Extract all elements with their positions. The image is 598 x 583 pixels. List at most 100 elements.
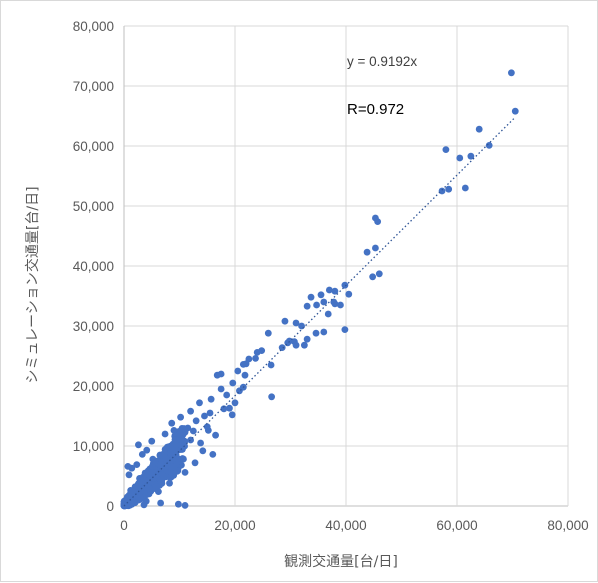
scatter-point — [312, 329, 320, 337]
scatter-point — [456, 154, 464, 162]
scatter-point — [157, 461, 164, 469]
scatter-point — [187, 407, 195, 415]
scatter-point — [331, 287, 339, 295]
scatter-point — [213, 371, 221, 379]
scatter-point — [204, 427, 212, 434]
scatter-point — [226, 404, 233, 412]
scatter-point — [507, 69, 515, 77]
scatter-point — [125, 471, 133, 479]
scatter-point — [165, 443, 173, 451]
scatter-point — [223, 391, 231, 399]
scatter-point — [143, 446, 151, 454]
scatter-point — [331, 300, 339, 308]
y-tick-label: 20,000 — [73, 379, 114, 394]
r-value-annotation: R=0.972 — [347, 101, 404, 118]
scatter-point — [209, 451, 217, 458]
scatter-point — [320, 328, 328, 336]
scatter-point — [475, 125, 483, 133]
scatter-point — [320, 298, 328, 306]
scatter-point — [140, 501, 148, 509]
scatter-point — [313, 301, 320, 309]
scatter-point — [303, 335, 311, 343]
scatter-point — [372, 244, 379, 252]
scatter-point — [217, 385, 225, 393]
scatter-point — [199, 447, 207, 455]
scatter-point — [145, 484, 153, 492]
scatter-point — [178, 425, 186, 432]
scatter-point — [191, 459, 199, 467]
scatter-point — [467, 152, 475, 160]
scatter-point — [239, 361, 247, 368]
scatter-point — [161, 430, 169, 438]
x-tick-label: 0 — [120, 518, 128, 533]
scatter-point — [303, 302, 311, 310]
scatter-point — [241, 371, 249, 379]
scatter-point — [168, 419, 176, 427]
scatter-point — [181, 469, 189, 476]
scatter-point — [162, 463, 170, 470]
scatter-point — [149, 469, 157, 476]
scatter-point — [148, 437, 156, 445]
scatter-point — [234, 367, 242, 375]
scatter-point — [511, 107, 519, 115]
scatter-point — [168, 456, 176, 464]
scatter-point — [136, 488, 144, 496]
scatter-point — [152, 483, 160, 491]
scatter-point — [133, 461, 141, 468]
scatter-point — [442, 146, 450, 154]
y-tick-label: 0 — [106, 499, 114, 514]
scatter-point — [267, 361, 275, 369]
x-tick-label: 40,000 — [325, 518, 366, 533]
scatter-point — [268, 393, 276, 401]
scatter-point — [206, 409, 214, 417]
scatter-point — [201, 412, 208, 420]
scatter-point — [374, 218, 382, 226]
scatter-point — [252, 355, 259, 362]
scatter-point — [192, 417, 200, 425]
y-tick-label: 30,000 — [73, 319, 114, 334]
y-tick-label: 70,000 — [73, 79, 114, 94]
scatter-point — [284, 339, 292, 347]
scatter-point — [157, 499, 165, 507]
scatter-point — [128, 487, 136, 495]
scatter-point — [167, 473, 175, 481]
scatter-point — [278, 344, 286, 351]
x-tick-labels: 0 20,000 40,000 60,000 80,000 — [120, 518, 588, 533]
scatter-point — [160, 472, 167, 480]
scatter-point — [485, 142, 493, 149]
scatter-point — [148, 463, 156, 470]
scatter-point — [461, 184, 469, 192]
scatter-point — [212, 431, 219, 439]
x-axis-title: 観測交通量[台/日] — [284, 553, 398, 570]
y-tick-label: 50,000 — [73, 199, 114, 214]
scatter-point — [324, 310, 332, 318]
scatter-point — [317, 291, 325, 299]
scatter-point — [231, 399, 239, 407]
scatter-point — [168, 463, 175, 471]
trendline-equation: y = 0.9192x — [347, 54, 417, 69]
scatter-point — [138, 451, 146, 458]
scatter-point — [177, 413, 185, 421]
scatter-point — [325, 286, 333, 294]
scatter-point — [337, 301, 344, 309]
scatter-point — [292, 341, 300, 349]
scatter-point — [162, 454, 170, 462]
scatter-point — [144, 477, 152, 485]
y-tick-labels: 0 10,000 20,000 30,000 40,000 50,000 60,000 70,… — [73, 19, 114, 514]
x-tick-label: 60,000 — [436, 518, 477, 533]
scatter-point — [126, 498, 133, 506]
x-tick-label: 20,000 — [214, 518, 255, 533]
scatter-point — [207, 395, 215, 403]
scatter-point — [133, 483, 141, 491]
scatter-point — [341, 326, 349, 333]
scatter-point — [345, 290, 353, 298]
scatter-point — [135, 493, 143, 501]
scatter-point — [375, 270, 383, 278]
scatter-point — [189, 427, 197, 435]
scatter-point — [196, 399, 203, 407]
gridlines — [123, 25, 569, 507]
scatter-point — [369, 273, 377, 281]
y-tick-label: 40,000 — [73, 259, 114, 274]
